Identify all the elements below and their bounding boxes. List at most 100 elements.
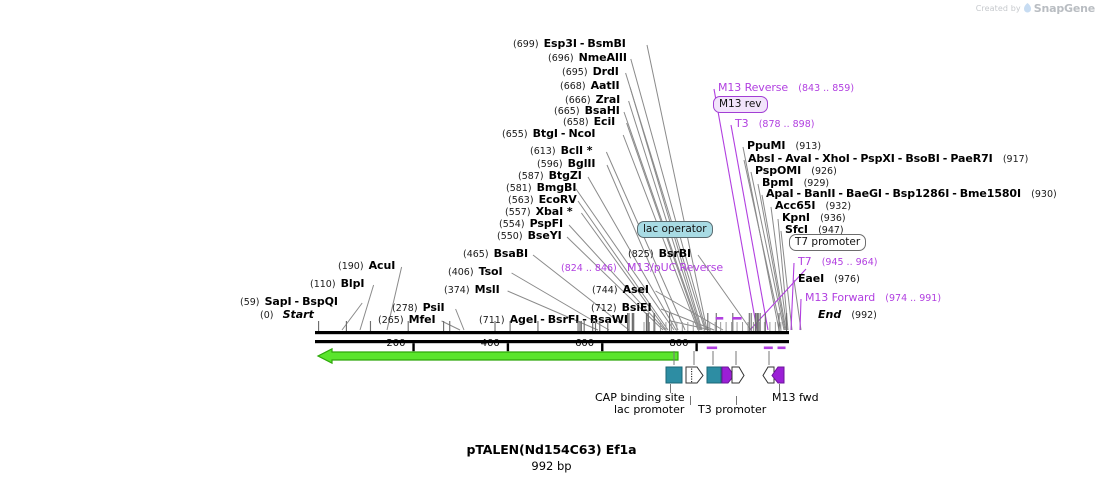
enzyme-name[interactable]: BmgBI [536,181,577,194]
enzyme-label[interactable]: (825) BsrBI [628,246,691,260]
enzyme-label[interactable]: BpmI (929) [762,175,829,189]
enzyme-name[interactable]: PspXI [860,152,895,165]
enzyme-label[interactable]: Acc65I (932) [775,198,851,212]
enzyme-name[interactable]: Bsp1286I [892,187,950,200]
enzyme-name[interactable]: PsiI [422,301,445,314]
feature-label[interactable]: M13 Reverse (843 .. 859) [718,80,854,94]
enzyme-name[interactable]: EciI [593,115,616,128]
enzyme-name[interactable]: PspFI [529,217,564,230]
enzyme-label[interactable]: (278) PsiI [392,300,445,314]
enzyme-name[interactable]: BaeGI [846,187,882,200]
enzyme-name[interactable]: BsoBI [905,152,940,165]
enzyme-name[interactable]: ApaI [766,187,794,200]
enzyme-label[interactable]: (744) AseI [592,282,649,296]
enzyme-name[interactable]: BseYI [527,229,562,242]
enzyme-label[interactable]: (712) BsiEI [591,300,652,314]
feature-label[interactable]: (824 .. 846) M13/pUC Reverse [561,260,723,274]
enzyme-label[interactable]: (581) BmgBI [506,180,576,194]
enzyme-name[interactable]: PaeR7I [950,152,993,165]
enzyme-name[interactable]: BsaHI [584,104,620,117]
enzyme-name[interactable]: NmeAIII [578,51,627,64]
enzyme-name[interactable]: BspQI [302,295,338,308]
enzyme-label[interactable]: (696) NmeAIII [548,50,627,64]
enzyme-name[interactable]: SapI [264,295,292,308]
enzyme-name[interactable]: AgeI [509,313,538,326]
enzyme-name[interactable]: BglII [567,157,596,170]
m13-rev-primer-glyph[interactable] [721,366,735,384]
enzyme-label[interactable]: (406) TsoI [448,264,503,278]
enzyme-label[interactable]: PspOMI (926) [755,163,837,177]
enzyme-label[interactable]: PpuMI (913) [747,138,821,152]
enzyme-label[interactable]: (666) ZraI [565,92,620,106]
cap-binding-site-glyph[interactable] [665,366,683,384]
enzyme-label[interactable]: (711) AgeI - BsrFI - BsaWI [479,312,628,326]
enzyme-name[interactable]: ZraI [595,93,621,106]
enzyme-label[interactable]: ApaI - BanII - BaeGI - Bsp1286I - Bme1580I (930) [766,186,1057,200]
enzyme-name[interactable]: AcuI [368,259,396,272]
enzyme-name[interactable]: BsaWI [589,313,628,326]
enzyme-name[interactable]: BanII [804,187,836,200]
t7-promoter-glyph[interactable] [762,366,775,384]
enzyme-name[interactable]: BtgI [532,127,558,140]
orf-arrow[interactable] [316,347,679,365]
enzyme-name[interactable]: Acc65I [775,199,816,212]
enzyme-name[interactable]: KpnI [782,211,810,224]
enzyme-label[interactable]: (658) EciI [563,114,615,128]
enzyme-name[interactable]: PpuMI [747,139,786,152]
enzyme-label[interactable]: (110) BlpI [310,276,364,290]
feature-badge[interactable]: T7 promoter [789,234,867,251]
enzyme-label[interactable]: (587) BtgZI [518,168,582,182]
enzyme-name[interactable]: NcoI [568,127,596,140]
track-feature-label[interactable]: T3 promoter [698,403,767,416]
enzyme-name[interactable]: AbsI [748,152,775,165]
enzyme-name[interactable]: Esp3I [543,37,577,50]
feature-label[interactable]: T3 (878 .. 898) [735,116,814,130]
track-feature-label[interactable]: M13 fwd [772,391,819,404]
enzyme-label[interactable]: (374) MslI [444,282,500,296]
enzyme-name[interactable]: BsmBI [587,37,626,50]
enzyme-name[interactable]: XbaI * [535,205,573,218]
feature-badge[interactable]: lac operator [637,221,713,238]
enzyme-label[interactable]: (655) BtgI - NcoI [502,126,596,140]
enzyme-name[interactable]: DrdI [592,65,619,78]
enzyme-name[interactable]: TsoI [478,265,503,278]
enzyme-name[interactable]: BsrBI [658,247,691,260]
enzyme-name[interactable]: SfcI [785,223,808,236]
enzyme-label[interactable]: (668) AatII [560,78,620,92]
enzyme-name[interactable]: EcoRV [538,193,577,206]
m13-fwd-primer-glyph[interactable] [771,366,785,384]
feature-name[interactable]: M13 Forward [805,291,876,304]
t3-promoter-glyph[interactable] [731,366,745,384]
enzyme-label[interactable]: (596) BglII [537,156,595,170]
enzyme-name[interactable]: EaeI [798,272,825,285]
enzyme-name[interactable]: AatII [590,79,620,92]
enzyme-label[interactable]: SfcI (947) [785,222,844,236]
enzyme-label[interactable]: EaeI (976) [798,271,860,285]
enzyme-name[interactable]: PspOMI [755,164,802,177]
lac-operator-glyph[interactable] [706,366,722,384]
enzyme-label[interactable]: (557) XbaI * [505,204,573,218]
enzyme-name[interactable]: BclI * [560,144,593,157]
enzyme-label[interactable]: AbsI - AvaI - XhoI - PspXI - BsoBI - PaeR7I (917) [748,151,1028,165]
enzyme-name[interactable]: BtgZI [548,169,582,182]
enzyme-name[interactable]: BsiEI [621,301,652,314]
enzyme-label[interactable]: (265) MfeI [378,312,436,326]
enzyme-label[interactable]: (665) BsaHI [554,103,620,117]
enzyme-label[interactable]: KpnI (936) [782,210,846,224]
enzyme-label[interactable]: (695) DrdI [562,64,619,78]
feature-label[interactable]: M13 Forward (974 .. 991) [805,290,941,304]
enzyme-label[interactable]: (699) Esp3I - BsmBI [513,36,626,50]
enzyme-label[interactable]: (554) PspFI [499,216,563,230]
enzyme-name[interactable]: Bme1580I [959,187,1021,200]
feature-name[interactable]: T3 [735,117,749,130]
enzyme-name[interactable]: AseI [622,283,649,296]
feature-label[interactable]: T7 (945 .. 964) [798,254,877,268]
feature-name[interactable]: M13 Reverse [718,81,789,94]
track-feature-label[interactable]: CAP binding site [595,391,685,404]
enzyme-label[interactable]: (190) AcuI [338,258,395,272]
enzyme-name[interactable]: BlpI [340,277,365,290]
enzyme-label[interactable]: (465) BsaBI [463,246,528,260]
enzyme-label[interactable]: (59) SapI - BspQI [240,294,338,308]
enzyme-name[interactable]: XhoI [822,152,850,165]
